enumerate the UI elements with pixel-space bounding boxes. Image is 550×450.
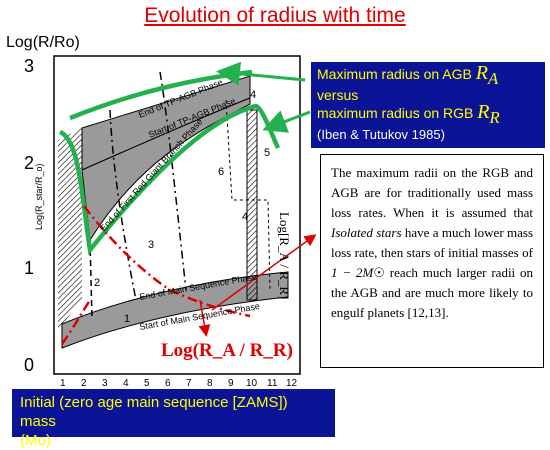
rgb-callout-arrow: [262, 110, 311, 133]
dashdot-line-3: [109, 109, 137, 301]
ratio-curve: [83, 205, 251, 318]
region-number: 2: [94, 277, 100, 289]
hatched-region: [58, 128, 82, 330]
right-vertical-label: Log[R_A / R_R]: [277, 212, 292, 300]
ratio-arrow-right: [211, 234, 317, 311]
hatched-strip: [246, 109, 258, 301]
x-tick: 9: [228, 378, 234, 389]
ratio-label: Log(R_A / R_R): [161, 340, 293, 361]
callout-box: Maximum radius on AGB RA versus maximum …: [311, 62, 545, 148]
region-number: 4: [242, 211, 248, 223]
region-number: 3: [148, 239, 154, 251]
rgb-max-radius-curve: [58, 103, 281, 256]
x-tick: 12: [286, 378, 298, 389]
y-tick-2: 2: [24, 153, 35, 173]
page-title: Evolution of radius with time: [144, 4, 406, 27]
mass-range: 1 − 2M: [331, 265, 374, 280]
region-number: 6: [218, 166, 224, 178]
dashdot-line-mid: [159, 71, 187, 291]
x-tick: 4: [123, 378, 129, 389]
x-tick: 10: [246, 378, 258, 389]
x-tick-labels: 1 2 3 4 5 6 7 8 9 10 11 12: [60, 378, 298, 389]
region-number: 5: [264, 147, 270, 159]
ratio-arrow-down: [198, 299, 211, 337]
x-tick: 11: [267, 378, 278, 389]
callout-reference: (Iben & Tutukov 1985): [317, 127, 445, 142]
region-number: 4: [250, 89, 256, 101]
x-tick: 2: [81, 378, 87, 389]
dashed-line-2: [89, 239, 93, 321]
ratio-curve-left: [60, 299, 92, 345]
dotted-line-6: [225, 99, 271, 291]
agb-callout-arrow: [216, 61, 306, 86]
region-number: 1: [124, 313, 130, 325]
sun-symbol-icon: ☉: [373, 265, 385, 280]
y-tick-3: 3: [24, 56, 35, 76]
emphasis-isolated-stars: Isolated stars: [331, 225, 402, 240]
explanation-text-box: The maximum radii on the RGB and AGB are…: [320, 154, 544, 368]
y-tick-0: 0: [24, 355, 35, 375]
x-tick: 8: [207, 378, 213, 389]
callout-line2: versus: [317, 87, 359, 103]
x-tick: 3: [102, 378, 108, 389]
x-tick: 5: [144, 378, 150, 389]
y-axis-label: Log(R/Ro): [6, 34, 80, 51]
x-axis-label-line1: Initial (zero age main sequence [ZAMS]) …: [20, 394, 288, 430]
inner-y-label: Log(R_star/R_o): [34, 163, 44, 230]
symbol-ra: RA: [475, 62, 499, 88]
symbol-rr: RR: [477, 101, 500, 127]
x-axis-label-box: Initial (zero age main sequence [ZAMS]) …: [12, 389, 335, 449]
main-sequence-band: [61, 271, 289, 349]
x-tick: 7: [186, 378, 192, 389]
callout-line1: Maximum radius on AGB RA: [317, 62, 499, 88]
callout-line3: maximum radius on RGB RR: [317, 101, 500, 127]
x-tick: 6: [165, 378, 171, 389]
y-tick-1: 1: [24, 258, 35, 278]
x-tick: 1: [60, 378, 66, 389]
